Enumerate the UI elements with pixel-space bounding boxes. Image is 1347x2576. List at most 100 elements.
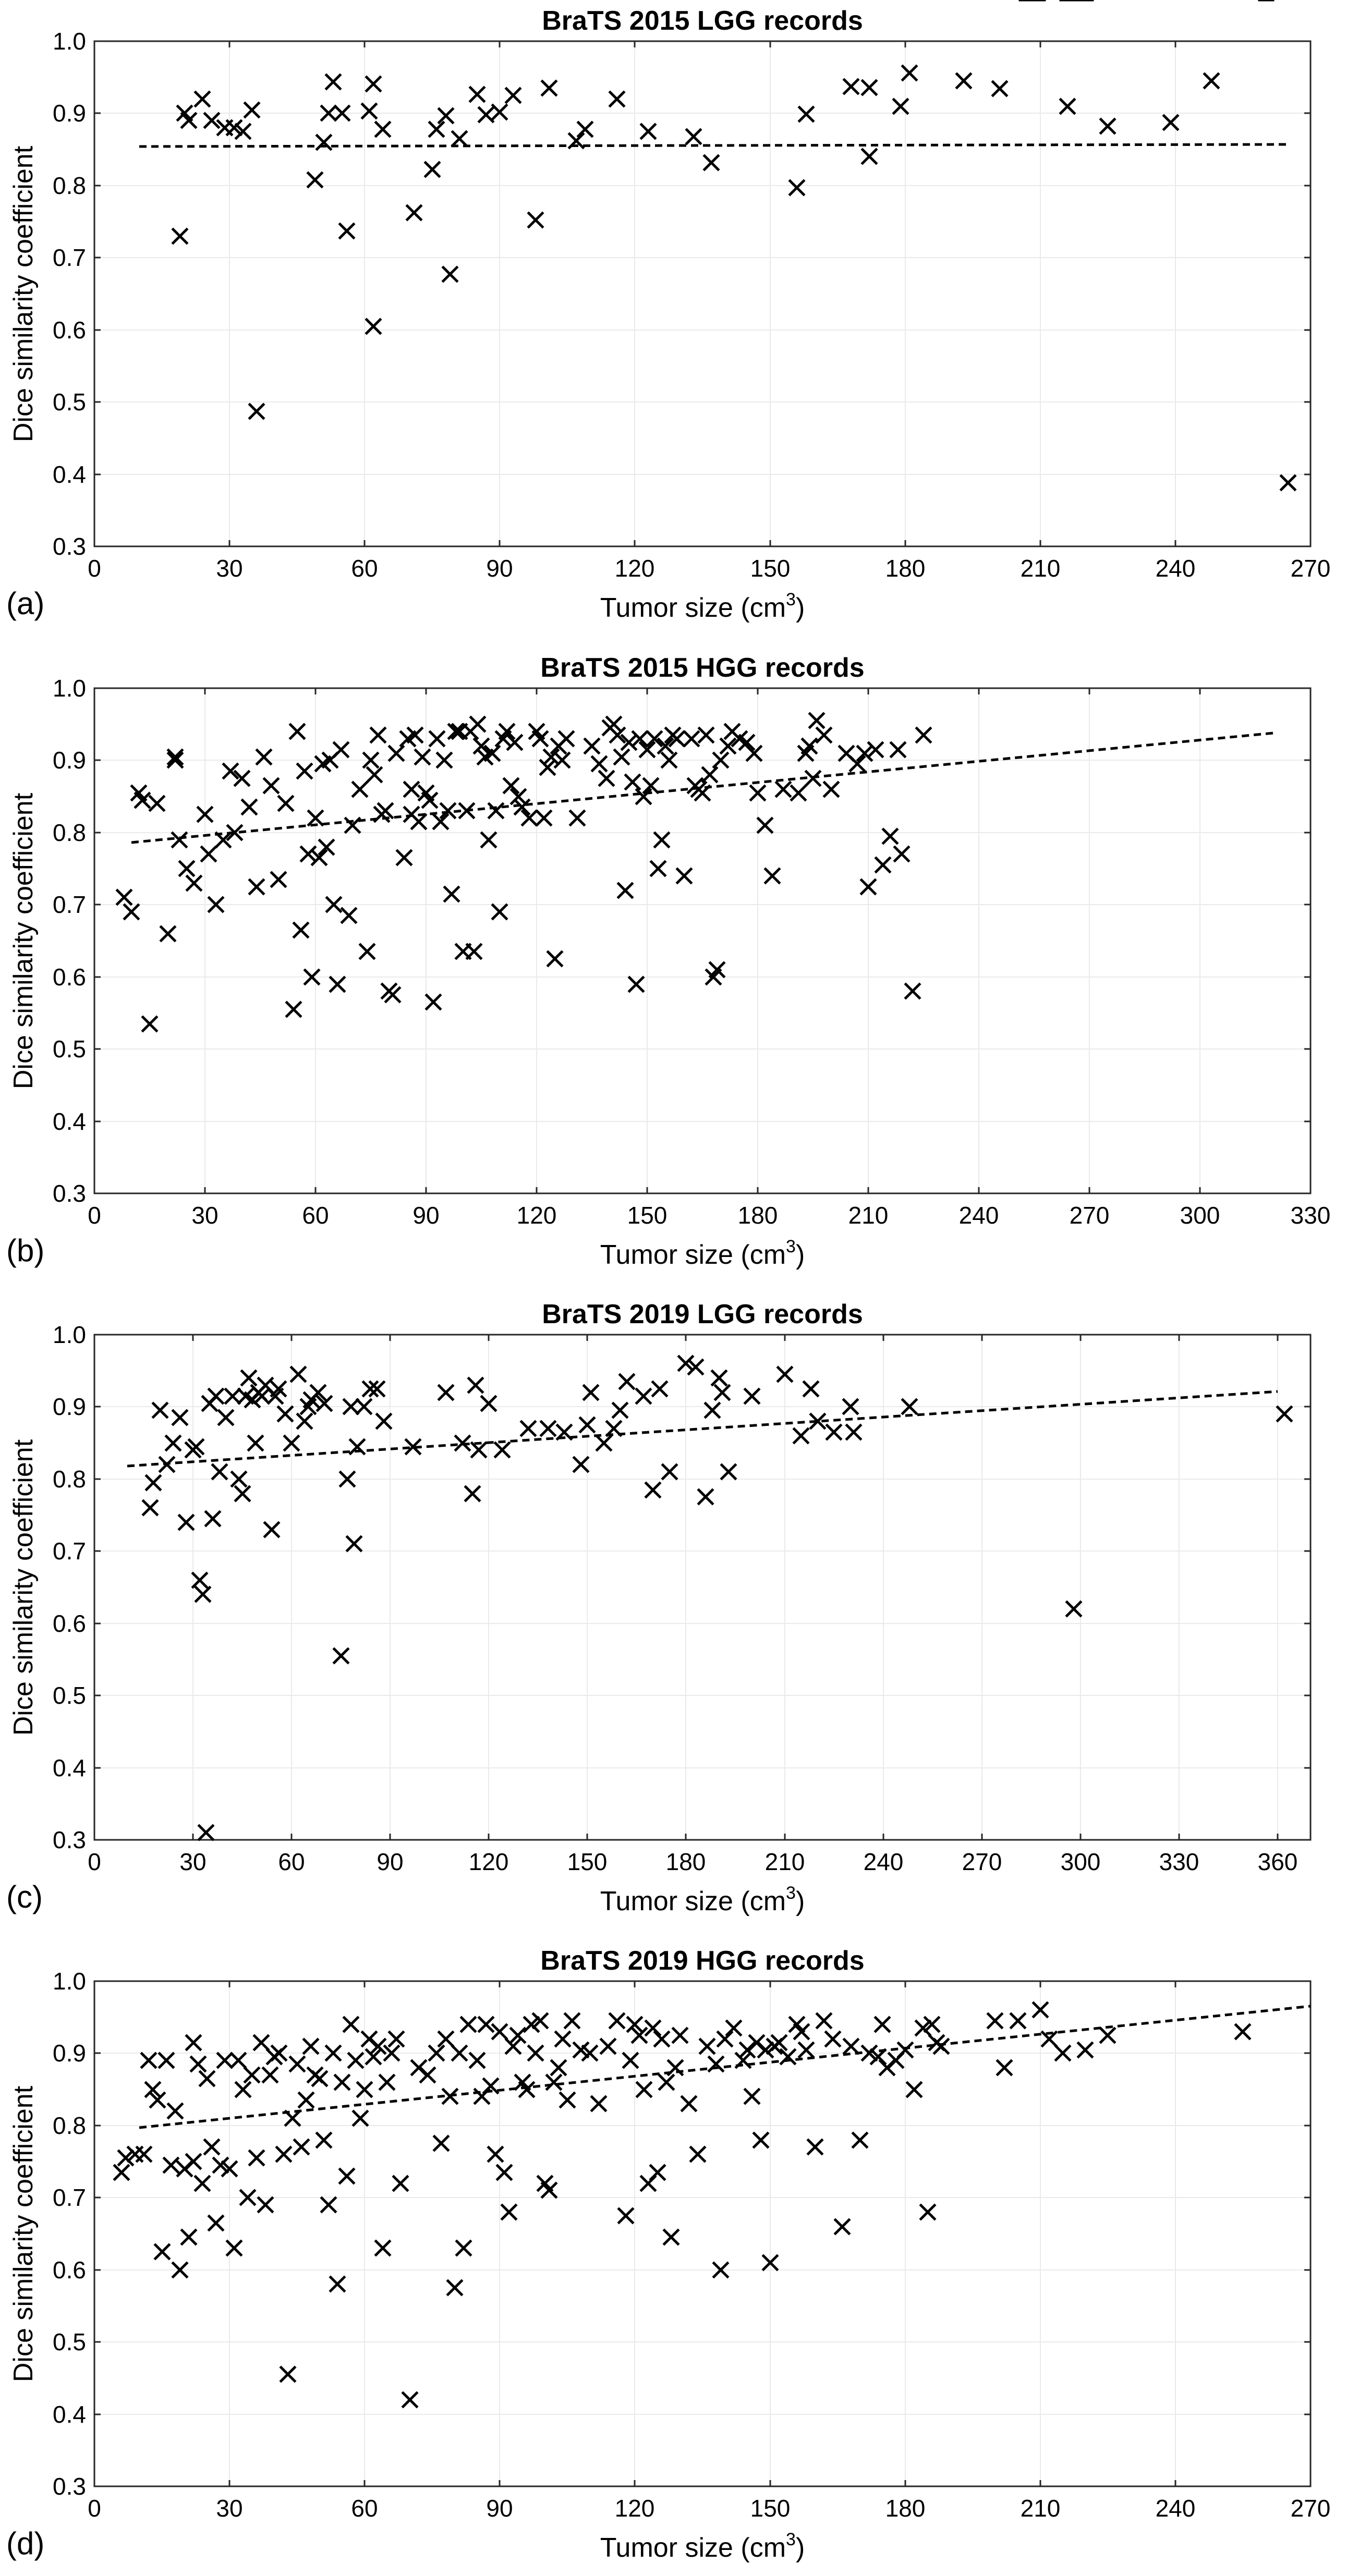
data-point — [675, 867, 693, 885]
data-point-stroke — [644, 1481, 662, 1499]
data-point-stroke — [257, 2196, 274, 2214]
data-point — [185, 2153, 202, 2170]
data-point — [761, 2254, 779, 2272]
data-point — [487, 802, 505, 820]
data-point — [194, 1585, 212, 1603]
data-point — [360, 102, 378, 120]
data-point — [262, 777, 280, 795]
data-point — [480, 831, 497, 849]
data-point — [158, 1456, 176, 1473]
data-point — [284, 2109, 301, 2127]
x-tick-label: 240 — [959, 1202, 999, 1229]
data-point-stroke — [451, 2044, 468, 2062]
data-point-stroke — [528, 723, 545, 740]
data-point — [315, 1395, 333, 1412]
data-point-stroke — [292, 921, 310, 939]
data-point-stroke — [495, 2164, 513, 2181]
data-point — [1040, 2030, 1058, 2048]
data-point-stroke — [198, 2070, 216, 2087]
data-points — [171, 64, 1297, 492]
data-point-stroke — [284, 2109, 301, 2127]
data-point — [141, 1015, 159, 1033]
data-point-stroke — [504, 2037, 522, 2055]
data-point-stroke — [247, 1434, 264, 1452]
data-point — [315, 2131, 333, 2149]
data-point — [226, 824, 244, 841]
data-point-stroke — [404, 1438, 422, 1456]
data-point — [616, 882, 634, 899]
data-point — [752, 2131, 770, 2149]
data-point-stroke — [502, 777, 520, 795]
y-tick-label: 0.6 — [53, 963, 86, 991]
data-point — [224, 1387, 241, 1405]
data-point — [320, 104, 337, 122]
data-point — [555, 1423, 573, 1441]
data-point — [644, 2019, 662, 2037]
y-tick-label: 0.7 — [53, 1537, 86, 1565]
data-point — [451, 723, 468, 740]
data-point-stroke — [527, 2044, 544, 2062]
data-point — [788, 179, 806, 197]
data-point — [365, 318, 382, 335]
data-point — [559, 2091, 576, 2109]
x-axis-label-superscript: 3 — [786, 590, 796, 609]
data-point — [657, 737, 674, 755]
data-point — [595, 1434, 613, 1452]
data-point-stroke — [581, 2044, 599, 2062]
data-point-stroke — [743, 1387, 761, 1405]
data-point-stroke — [375, 1412, 393, 1430]
data-point — [302, 2037, 320, 2055]
data-point — [480, 1395, 497, 1412]
data-point-stroke — [550, 2059, 567, 2077]
data-point-stroke — [320, 104, 337, 122]
x-tick-label: 210 — [765, 1848, 805, 1875]
data-point-stroke — [703, 1401, 721, 1419]
data-point — [189, 2055, 207, 2073]
data-point-stroke — [285, 1000, 302, 1018]
data-point — [520, 809, 538, 827]
y-tick-label: 0.7 — [53, 891, 86, 918]
x-tick-label: 120 — [469, 1848, 509, 1875]
data-point-stroke — [437, 2030, 455, 2048]
data-point-stroke — [348, 1438, 366, 1456]
plot-area-frame — [93, 1334, 1312, 1841]
data-point — [797, 744, 815, 762]
data-point-stroke — [520, 809, 538, 827]
data-point-stroke — [617, 2207, 635, 2225]
data-point — [683, 730, 700, 748]
data-point — [468, 86, 486, 103]
data-point — [822, 780, 840, 798]
data-point-stroke — [509, 788, 527, 805]
data-point-stroke — [362, 751, 380, 769]
data-point-stroke — [189, 2055, 207, 2073]
data-point-stroke — [240, 798, 258, 816]
data-point — [243, 2066, 261, 2084]
data-point-stroke — [135, 2145, 153, 2163]
data-point — [745, 744, 763, 762]
data-point — [901, 1398, 918, 1415]
data-point — [792, 1427, 810, 1445]
x-tick-label: 180 — [885, 555, 926, 582]
x-tick-label: 150 — [627, 1202, 668, 1229]
data-point-stroke — [535, 809, 553, 827]
data-point — [332, 1647, 350, 1665]
data-point — [493, 1441, 511, 1459]
data-point-stroke — [719, 737, 737, 755]
x-tick-label: 90 — [486, 555, 513, 582]
data-point — [661, 1463, 678, 1481]
data-point-stroke — [144, 1474, 162, 1492]
data-point-stroke — [270, 2044, 288, 2062]
data-point-stroke — [788, 179, 806, 197]
data-point-stroke — [743, 2087, 761, 2105]
trend-line — [139, 2005, 1311, 2129]
data-point-stroke — [414, 748, 431, 766]
data-point — [185, 2034, 202, 2052]
panel-label: (b) — [6, 1233, 44, 1268]
data-point-stroke — [435, 751, 453, 769]
data-point — [141, 1499, 159, 1517]
x-tick-label: 150 — [750, 2495, 791, 2522]
chart-title: BraTS 2015 LGG records — [542, 6, 863, 36]
data-point-stroke — [340, 907, 358, 924]
data-point — [881, 827, 899, 845]
data-point — [873, 2016, 891, 2033]
